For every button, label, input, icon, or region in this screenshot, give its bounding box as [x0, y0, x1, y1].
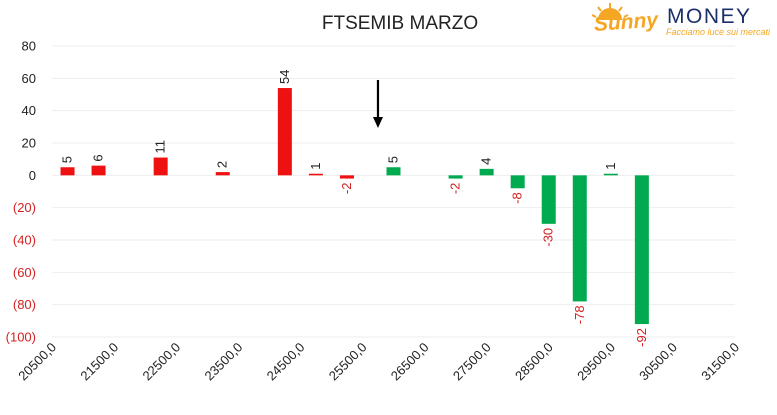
bar: [339, 175, 354, 179]
y-tick-label: 80: [22, 39, 36, 54]
x-tick-label: 20500,0: [15, 340, 59, 384]
sun-icon: [591, 3, 629, 20]
bar-value-label: 1: [308, 162, 323, 169]
bar-value-label: 5: [386, 156, 401, 163]
y-tick-label: 0: [29, 168, 36, 183]
y-tick-label: 60: [22, 71, 36, 86]
bar: [308, 173, 323, 176]
bar: [60, 167, 75, 176]
y-tick-label: (60): [13, 265, 36, 280]
bar-value-label: 6: [91, 154, 106, 161]
bar-value-label: -2: [339, 183, 354, 195]
bar-value-label: -8: [510, 192, 525, 204]
y-axis: 80 60 40 20 0 (20) (40) (60) (80) (100): [6, 39, 36, 345]
bar: [572, 175, 587, 302]
bar: [603, 173, 618, 176]
y-tick-label: (40): [13, 233, 36, 248]
x-tick-label: 31500,0: [698, 340, 742, 384]
grid-lines: [52, 45, 735, 338]
bar-value-label: 4: [479, 158, 494, 165]
bar: [541, 175, 556, 224]
x-tick-label: 23500,0: [202, 340, 246, 384]
x-tick-label: 22500,0: [139, 340, 183, 384]
bar-value-label: -30: [541, 228, 556, 247]
x-tick-label: 26500,0: [388, 340, 432, 384]
arrow-down-icon: [372, 117, 383, 128]
x-tick-label: 25500,0: [326, 340, 370, 384]
bars: [60, 88, 649, 325]
bar-value-label: 11: [153, 140, 168, 154]
logo-tagline: Facciamo luce sui mercati: [666, 27, 771, 37]
bar: [153, 157, 168, 176]
y-tick-label: 40: [22, 103, 36, 118]
data-labels: 5 6 11 2 54 1 -2 5 -2 4 -8 -30 -78 1 -92: [60, 70, 649, 347]
bar-value-label: -92: [634, 328, 649, 347]
x-tick-label: 28500,0: [512, 340, 556, 384]
sunny-money-logo: Sunny MONEY Facciamo luce sui mercati: [591, 2, 774, 40]
bar: [510, 175, 525, 189]
bar: [215, 172, 230, 176]
y-tick-label: 20: [22, 136, 36, 151]
bar: [479, 168, 494, 176]
bar: [91, 165, 106, 176]
bar-value-label: -78: [572, 305, 587, 324]
bar-value-label: 5: [60, 156, 75, 163]
bar: [277, 88, 292, 176]
logo-brand-caps: MONEY: [667, 5, 752, 28]
y-tick-label: (100): [6, 330, 36, 345]
y-tick-label: (20): [13, 200, 36, 215]
x-tick-label: 24500,0: [264, 340, 308, 384]
bar-value-label: 54: [277, 70, 292, 84]
bar: [386, 167, 401, 176]
bar-value-label: 1: [603, 162, 618, 169]
annotations: [372, 80, 383, 128]
x-tick-label: 27500,0: [450, 340, 494, 384]
bar: [634, 175, 649, 325]
bar-value-label: 2: [215, 161, 230, 168]
bar-value-label: -2: [448, 183, 463, 195]
chart-title: FTSEMIB MARZO: [322, 13, 478, 34]
x-tick-label: 29500,0: [574, 340, 618, 384]
logo-brand-script: Sunny: [593, 8, 660, 36]
y-tick-label: (80): [13, 297, 36, 312]
bar: [448, 175, 463, 179]
x-tick-label: 21500,0: [77, 340, 121, 384]
